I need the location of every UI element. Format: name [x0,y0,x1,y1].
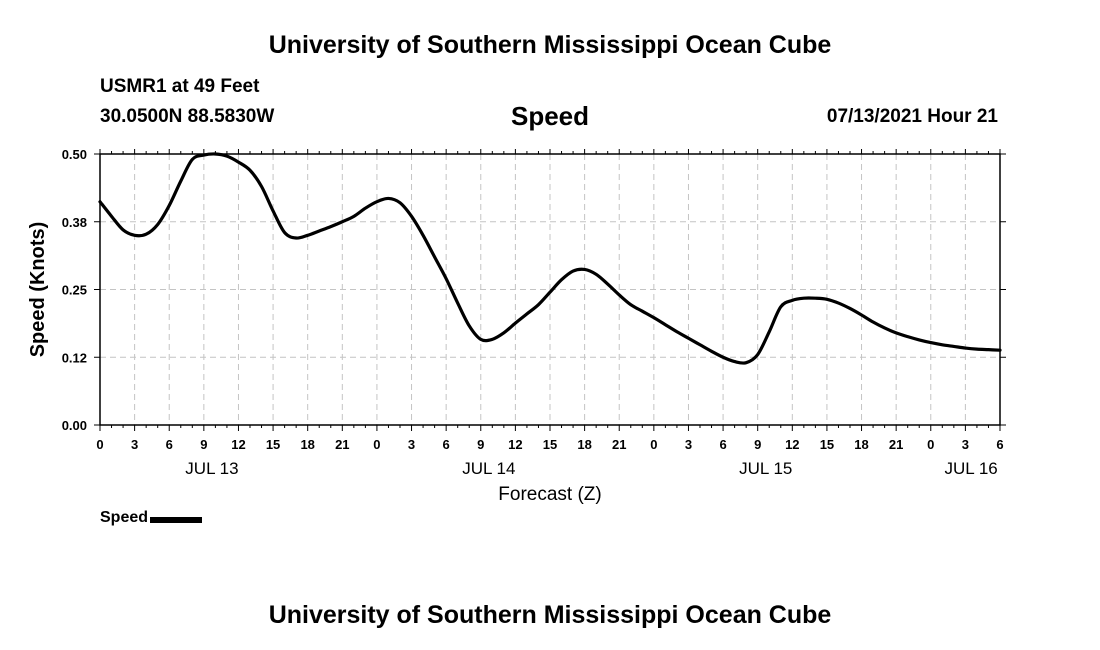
x-tick-label: 6 [443,437,450,452]
date-label: JUL 14 [462,459,515,478]
x-tick-label: 0 [927,437,934,452]
x-tick-label: 15 [820,437,834,452]
x-tick-label: 18 [577,437,591,452]
legend-label: Speed [100,509,149,526]
x-tick-label: 0 [96,437,103,452]
legend: Speed [100,509,203,527]
legend-line-swatch [150,517,203,523]
x-tick-label: 3 [962,437,969,452]
y-tick-label: 0.25 [62,283,87,298]
station-coordinates: 30.0500N 88.5830W [100,106,275,127]
x-tick-label: 9 [477,437,484,452]
x-tick-label: 21 [335,437,349,452]
x-tick-label: 0 [373,437,380,452]
date-label: JUL 15 [739,459,792,478]
variable-title: Speed [510,101,590,131]
x-tick-label: 18 [854,437,868,452]
station-label: USMR1 at 49 Feet [100,76,260,97]
x-tick-label: 12 [785,437,799,452]
x-tick-label: 6 [166,437,173,452]
x-tick-label: 15 [543,437,557,452]
y-tick-label: 0.12 [62,350,87,365]
x-tick-label: 6 [996,437,1003,452]
x-tick-label: 0 [650,437,657,452]
forecast-timestamp: 07/13/2021 Hour 21 [826,106,998,127]
speed-series-line [98,152,1002,365]
x-tick-label: 9 [200,437,207,452]
x-tick-label: 3 [685,437,692,452]
x-tick-label: 6 [719,437,726,452]
date-label: JUL 16 [945,459,998,478]
chart-title: University of Southern Mississippi Ocean… [268,31,832,59]
x-tick-label: 18 [300,437,314,452]
x-axis-title: Forecast (Z) [498,484,601,505]
y-tick-label: 0.50 [62,147,87,162]
x-tick-label: 3 [408,437,415,452]
x-tick-label: 3 [131,437,138,452]
x-tick-label: 15 [266,437,280,452]
x-tick-label: 9 [754,437,761,452]
x-tick-label: 21 [889,437,903,452]
x-tick-label: 21 [612,437,626,452]
x-tick-label: 12 [508,437,522,452]
y-axis-title: Speed (Knots) [27,222,49,358]
y-tick-label: 0.00 [62,418,87,433]
x-tick-label: 12 [231,437,245,452]
date-label: JUL 13 [185,459,238,478]
footer-title: University of Southern Mississippi Ocean… [268,601,832,629]
y-tick-label: 0.38 [62,215,87,230]
